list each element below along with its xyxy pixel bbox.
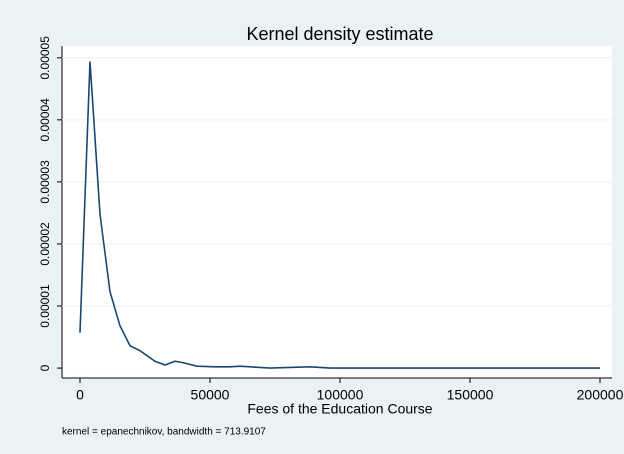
x-tick-label: 100000 <box>317 387 364 403</box>
y-tick-label: 0.00002 <box>38 222 52 266</box>
y-tick-label: 0 <box>38 364 52 371</box>
plot-area <box>62 46 612 378</box>
density-line <box>79 61 601 369</box>
x-tick-label: 50000 <box>191 387 230 403</box>
y-tick-label: 0.00001 <box>38 284 52 328</box>
x-tick-label: 150000 <box>447 387 494 403</box>
note: kernel = epanechnikov, bandwidth = 713.9… <box>62 427 266 438</box>
y-tick-label: 0.00003 <box>38 160 52 204</box>
y-tick-label: 0.00004 <box>38 98 52 142</box>
y-tick-label: 0.00005 <box>38 36 52 80</box>
x-tick-label: 0 <box>76 387 84 403</box>
x-axis-label: Fees of the Education Course <box>247 401 432 417</box>
x-tick-label: 200000 <box>577 387 624 403</box>
chart-title: Kernel density estimate <box>246 24 433 44</box>
